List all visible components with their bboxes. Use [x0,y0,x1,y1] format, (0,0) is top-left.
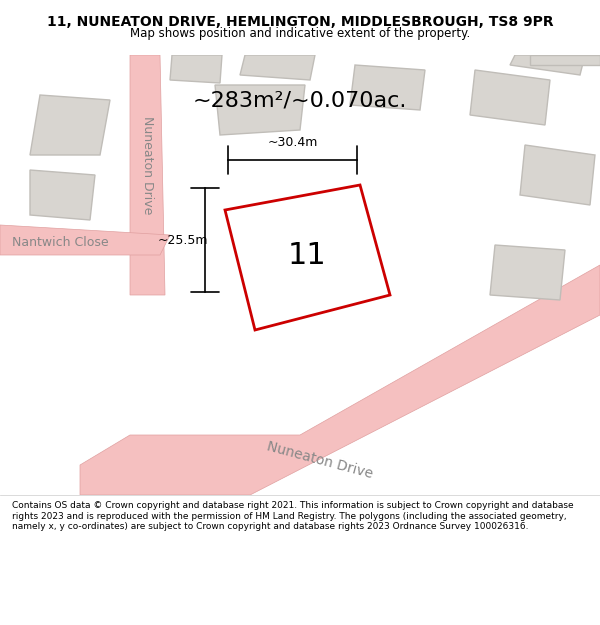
Text: 11, NUNEATON DRIVE, HEMLINGTON, MIDDLESBROUGH, TS8 9PR: 11, NUNEATON DRIVE, HEMLINGTON, MIDDLESB… [47,16,553,29]
Text: Nantwich Close: Nantwich Close [11,236,109,249]
Polygon shape [490,245,565,300]
Polygon shape [350,65,425,110]
Text: Map shows position and indicative extent of the property.: Map shows position and indicative extent… [130,27,470,39]
Polygon shape [80,265,600,495]
Text: Nuneaton Drive: Nuneaton Drive [265,439,374,481]
Polygon shape [510,55,585,75]
Text: ~25.5m: ~25.5m [158,234,208,246]
Polygon shape [130,55,165,295]
Polygon shape [470,70,550,125]
Text: ~30.4m: ~30.4m [268,136,317,149]
Polygon shape [0,225,170,255]
Text: 11: 11 [288,241,327,269]
Text: Nuneaton Drive: Nuneaton Drive [142,116,155,214]
Polygon shape [530,55,600,65]
Polygon shape [520,145,595,205]
Polygon shape [225,185,390,330]
Polygon shape [30,95,110,155]
Polygon shape [170,55,222,83]
Text: ~283m²/~0.070ac.: ~283m²/~0.070ac. [193,90,407,110]
Polygon shape [240,55,315,80]
Polygon shape [215,85,305,135]
Polygon shape [30,170,95,220]
Text: Contains OS data © Crown copyright and database right 2021. This information is : Contains OS data © Crown copyright and d… [12,501,574,531]
